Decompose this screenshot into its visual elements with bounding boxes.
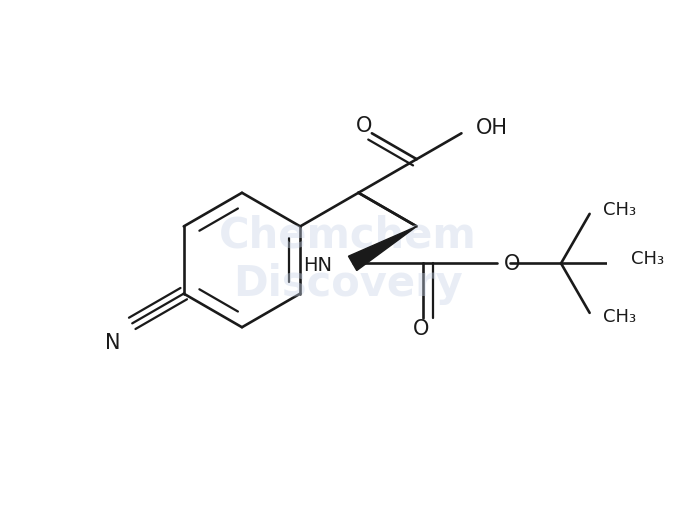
Text: O: O xyxy=(413,319,429,339)
Text: O: O xyxy=(356,115,372,136)
Text: CH₃: CH₃ xyxy=(631,250,664,268)
Text: CH₃: CH₃ xyxy=(603,201,635,219)
Polygon shape xyxy=(349,226,417,270)
Text: OH: OH xyxy=(476,118,508,138)
Text: Chemchem
Discovery: Chemchem Discovery xyxy=(219,215,477,305)
Text: CH₃: CH₃ xyxy=(603,308,635,326)
Text: O: O xyxy=(503,254,520,275)
Text: N: N xyxy=(105,333,121,353)
Text: HN: HN xyxy=(303,256,332,276)
